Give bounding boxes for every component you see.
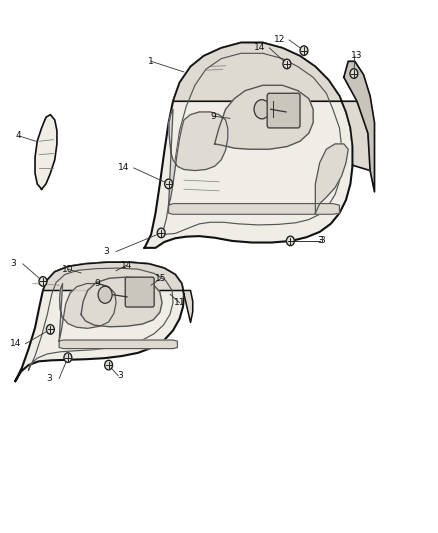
Text: 3: 3 [317,237,323,245]
Polygon shape [169,204,339,214]
Polygon shape [145,43,353,248]
Circle shape [350,69,358,78]
Circle shape [165,179,173,189]
Circle shape [64,353,72,362]
Polygon shape [81,277,162,327]
Circle shape [98,286,112,303]
Polygon shape [59,340,177,349]
Text: 3: 3 [319,237,325,245]
FancyBboxPatch shape [267,93,300,128]
Text: 14: 14 [118,164,130,172]
Text: 13: 13 [351,52,363,60]
Polygon shape [169,109,228,205]
Polygon shape [43,262,193,322]
Text: 14: 14 [254,44,265,52]
Circle shape [39,277,47,286]
Text: 10: 10 [62,265,74,273]
Polygon shape [315,144,348,213]
Circle shape [300,46,308,55]
Polygon shape [15,262,184,381]
Polygon shape [59,284,116,341]
Circle shape [254,100,270,119]
Polygon shape [173,43,370,171]
Text: 14: 14 [120,261,132,270]
Text: 3: 3 [103,247,110,256]
Text: 9: 9 [94,279,100,288]
Circle shape [283,59,291,69]
Circle shape [286,236,294,246]
Polygon shape [215,85,313,149]
Text: 1: 1 [148,57,154,66]
Polygon shape [35,115,57,189]
Circle shape [157,228,165,238]
Polygon shape [344,61,374,192]
Text: 14: 14 [10,340,21,348]
Circle shape [105,360,113,370]
Text: 11: 11 [174,298,185,307]
Text: 15: 15 [155,274,167,282]
FancyBboxPatch shape [125,277,154,307]
Text: 9: 9 [211,112,217,120]
Text: 12: 12 [274,36,285,44]
Circle shape [46,325,54,334]
Text: 3: 3 [10,260,16,268]
Text: 3: 3 [46,374,53,383]
Text: 4: 4 [16,132,21,140]
Text: 3: 3 [117,372,124,380]
